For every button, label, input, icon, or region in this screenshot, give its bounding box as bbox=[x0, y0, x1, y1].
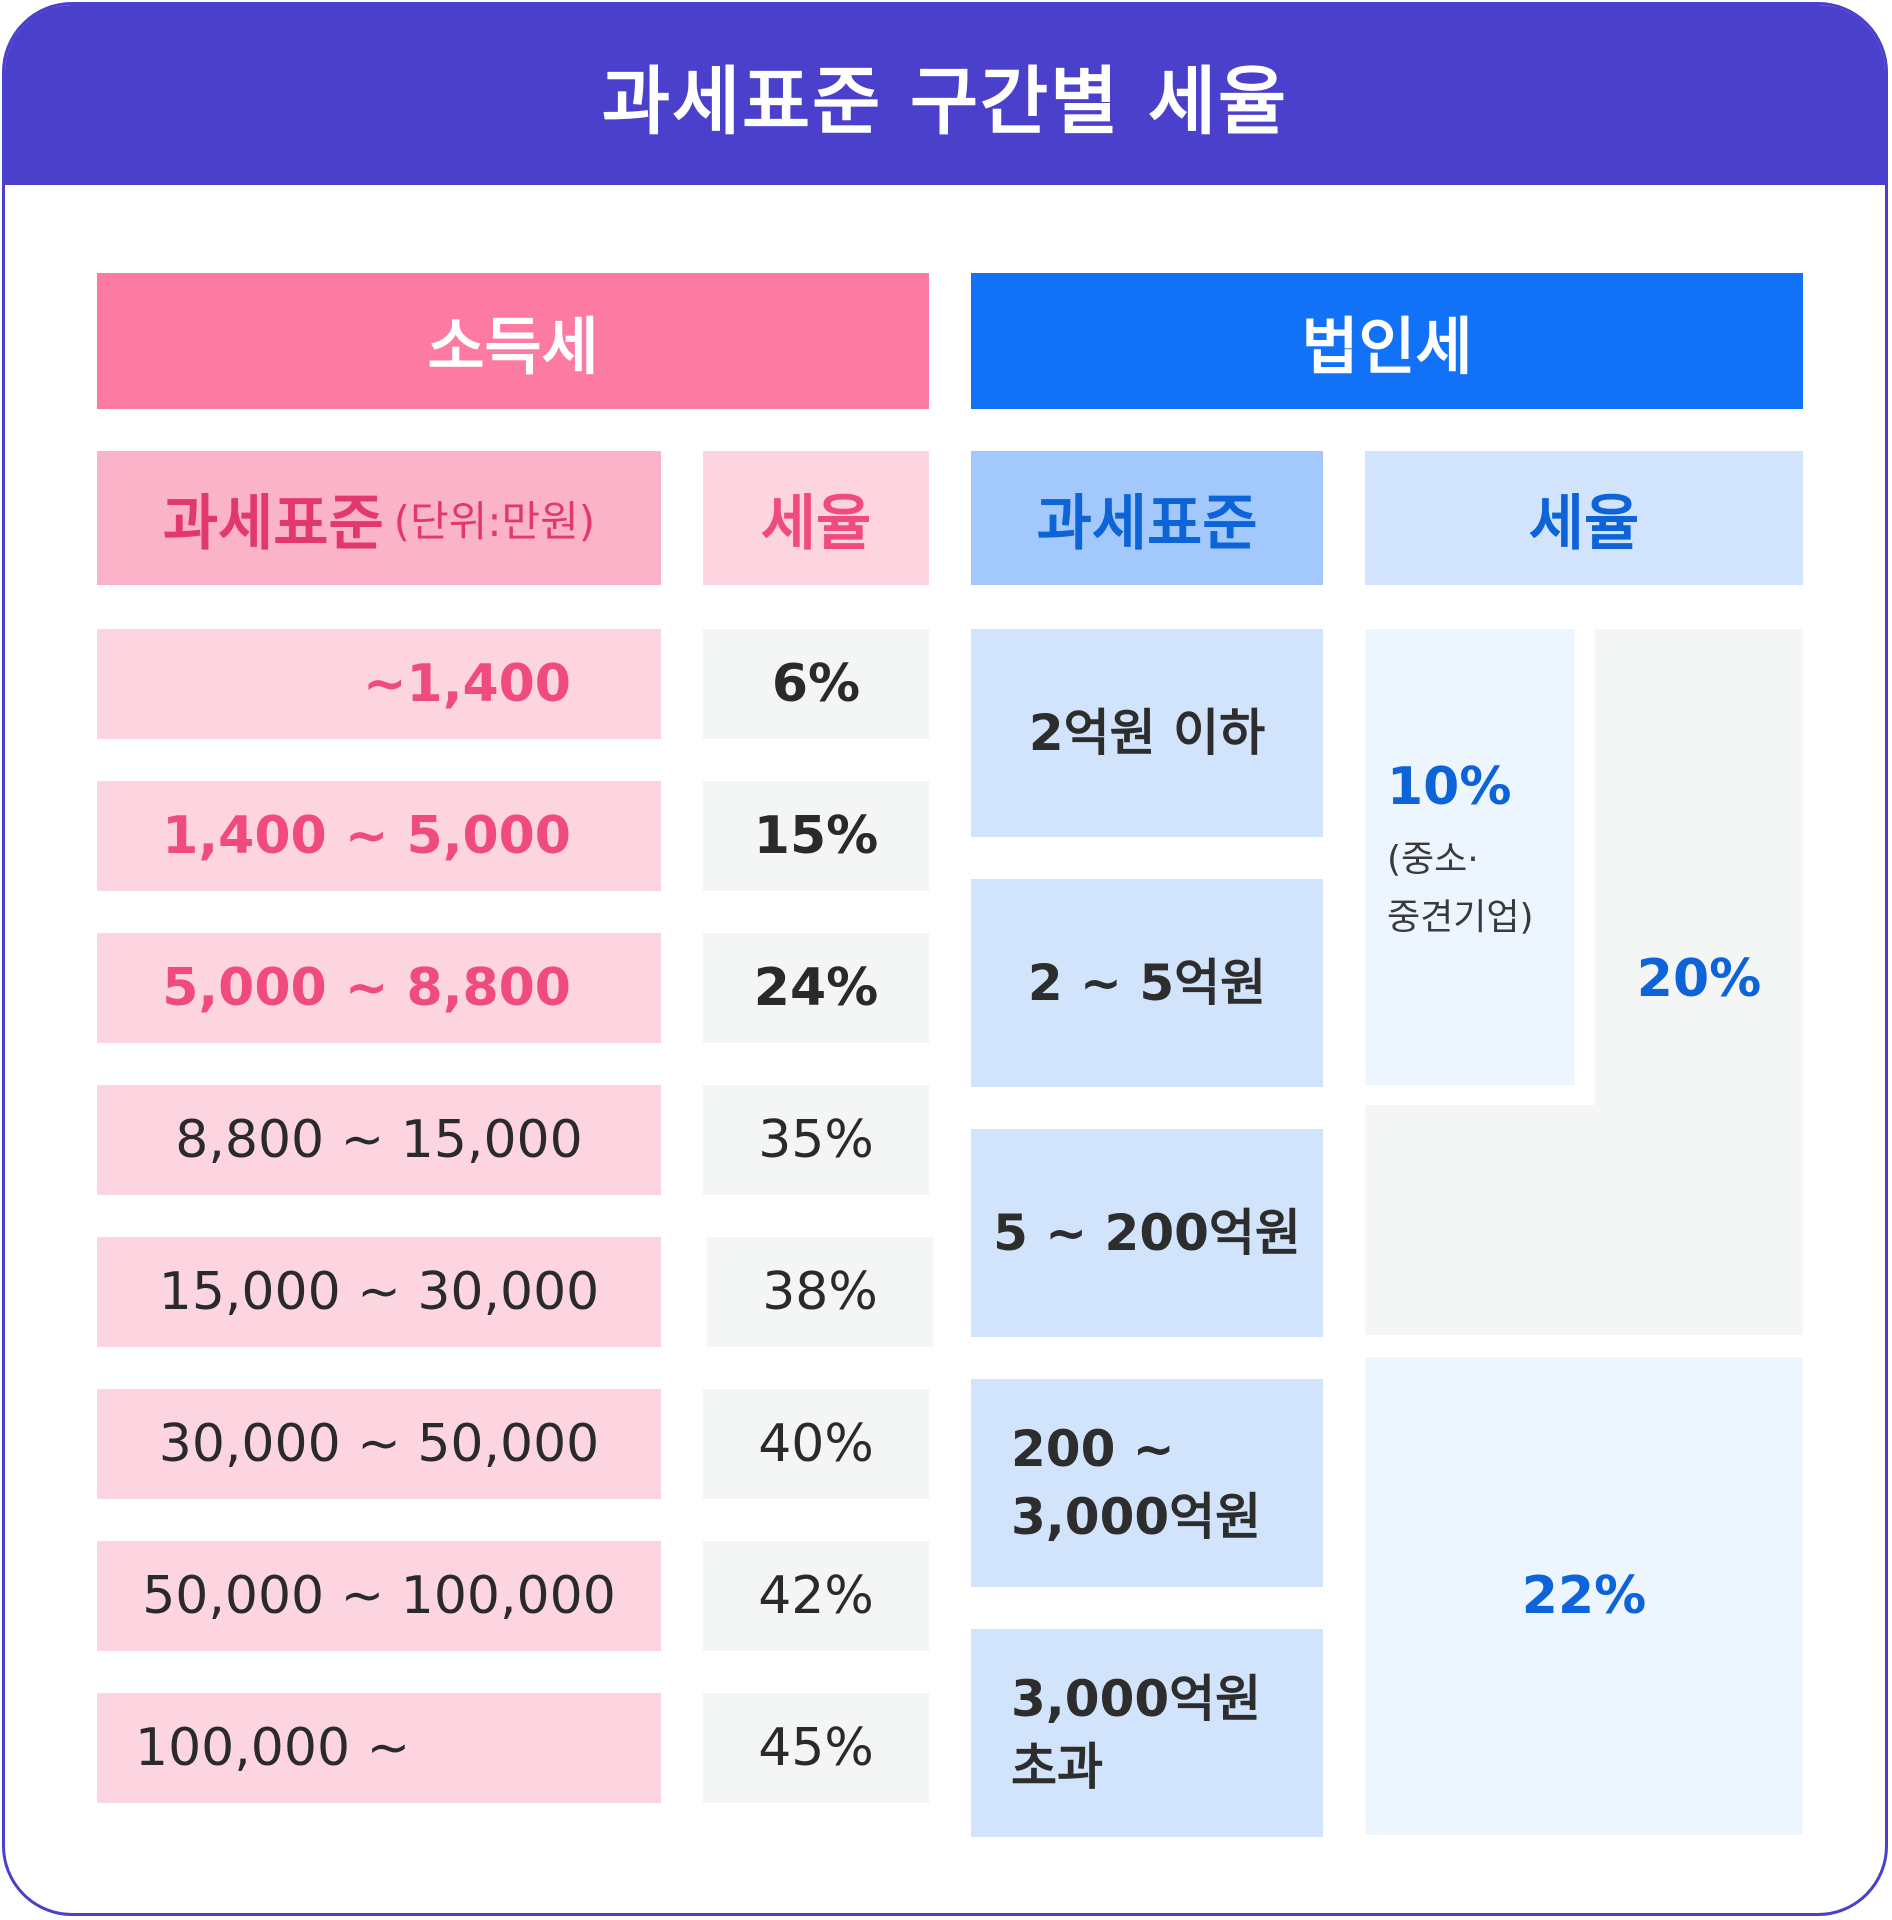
income-rate-cell: 6% bbox=[703, 629, 929, 739]
income-range-row: 1,400 ~ 5,000 bbox=[97, 781, 661, 891]
corporate-tax-header: 법인세 bbox=[971, 273, 1803, 409]
income-range-row: 15,000 ~ 30,000 bbox=[97, 1237, 661, 1347]
income-base-column-header: 과세표준 (단위:만원) bbox=[97, 451, 661, 585]
income-range-row: 8,800 ~ 15,000 bbox=[97, 1085, 661, 1195]
income-range-row: 5,000 ~ 8,800 bbox=[97, 933, 661, 1043]
page-title: 과세표준 구간별 세율 bbox=[5, 5, 1885, 185]
corp-range-row: 3,000억원 초과 bbox=[971, 1629, 1323, 1837]
income-rate-cell: 24% bbox=[703, 933, 929, 1043]
income-rate-column-header: 세율 bbox=[703, 451, 929, 585]
income-range-row: 100,000 ~ bbox=[97, 1693, 661, 1803]
corp-range-text: 3,000억원 초과 bbox=[1011, 1670, 1262, 1796]
income-base-label: 과세표준 bbox=[162, 488, 384, 559]
rate-general-label: 20% bbox=[1636, 949, 1762, 1009]
corp-range-text: 2 ~ 5억원 bbox=[1027, 954, 1267, 1012]
income-rate-cell: 35% bbox=[703, 1085, 929, 1195]
income-rate-cell: 40% bbox=[703, 1389, 929, 1499]
income-range-row: 30,000 ~ 50,000 bbox=[97, 1389, 661, 1499]
income-rate-cell: 15% bbox=[703, 781, 929, 891]
corp-range-text: 5 ~ 200억원 bbox=[993, 1204, 1301, 1262]
rate-sme-note: (중소· 중견기업) bbox=[1387, 839, 1534, 938]
income-rate-cell: 38% bbox=[707, 1237, 933, 1347]
corp-range-text: 2억원 이하 bbox=[1028, 704, 1266, 762]
income-rate-cell: 42% bbox=[703, 1541, 929, 1651]
rate-sme-value: 10% bbox=[1387, 757, 1512, 817]
corp-range-row: 5 ~ 200억원 bbox=[971, 1129, 1323, 1337]
income-base-unit: (단위:만원) bbox=[393, 496, 596, 546]
corp-range-row: 200 ~ 3,000억원 bbox=[971, 1379, 1323, 1587]
corp-rate-column-header: 세율 bbox=[1365, 451, 1803, 585]
rate-sme-cell: 10% (중소· 중견기업) bbox=[1365, 629, 1575, 1085]
corp-range-row: 2억원 이하 bbox=[971, 629, 1323, 837]
rate-general-cell-lower bbox=[1365, 1105, 1803, 1335]
corp-range-text: 200 ~ 3,000억원 bbox=[1011, 1420, 1262, 1546]
income-range-row: 50,000 ~ 100,000 bbox=[97, 1541, 661, 1651]
corp-base-column-header: 과세표준 bbox=[971, 451, 1323, 585]
income-range-row: ~1,400 bbox=[97, 629, 661, 739]
rate-top-cell: 22% bbox=[1365, 1357, 1803, 1835]
corp-range-row: 2 ~ 5억원 bbox=[971, 879, 1323, 1087]
income-tax-header: 소득세 bbox=[97, 273, 929, 409]
income-rate-cell: 45% bbox=[703, 1693, 929, 1803]
